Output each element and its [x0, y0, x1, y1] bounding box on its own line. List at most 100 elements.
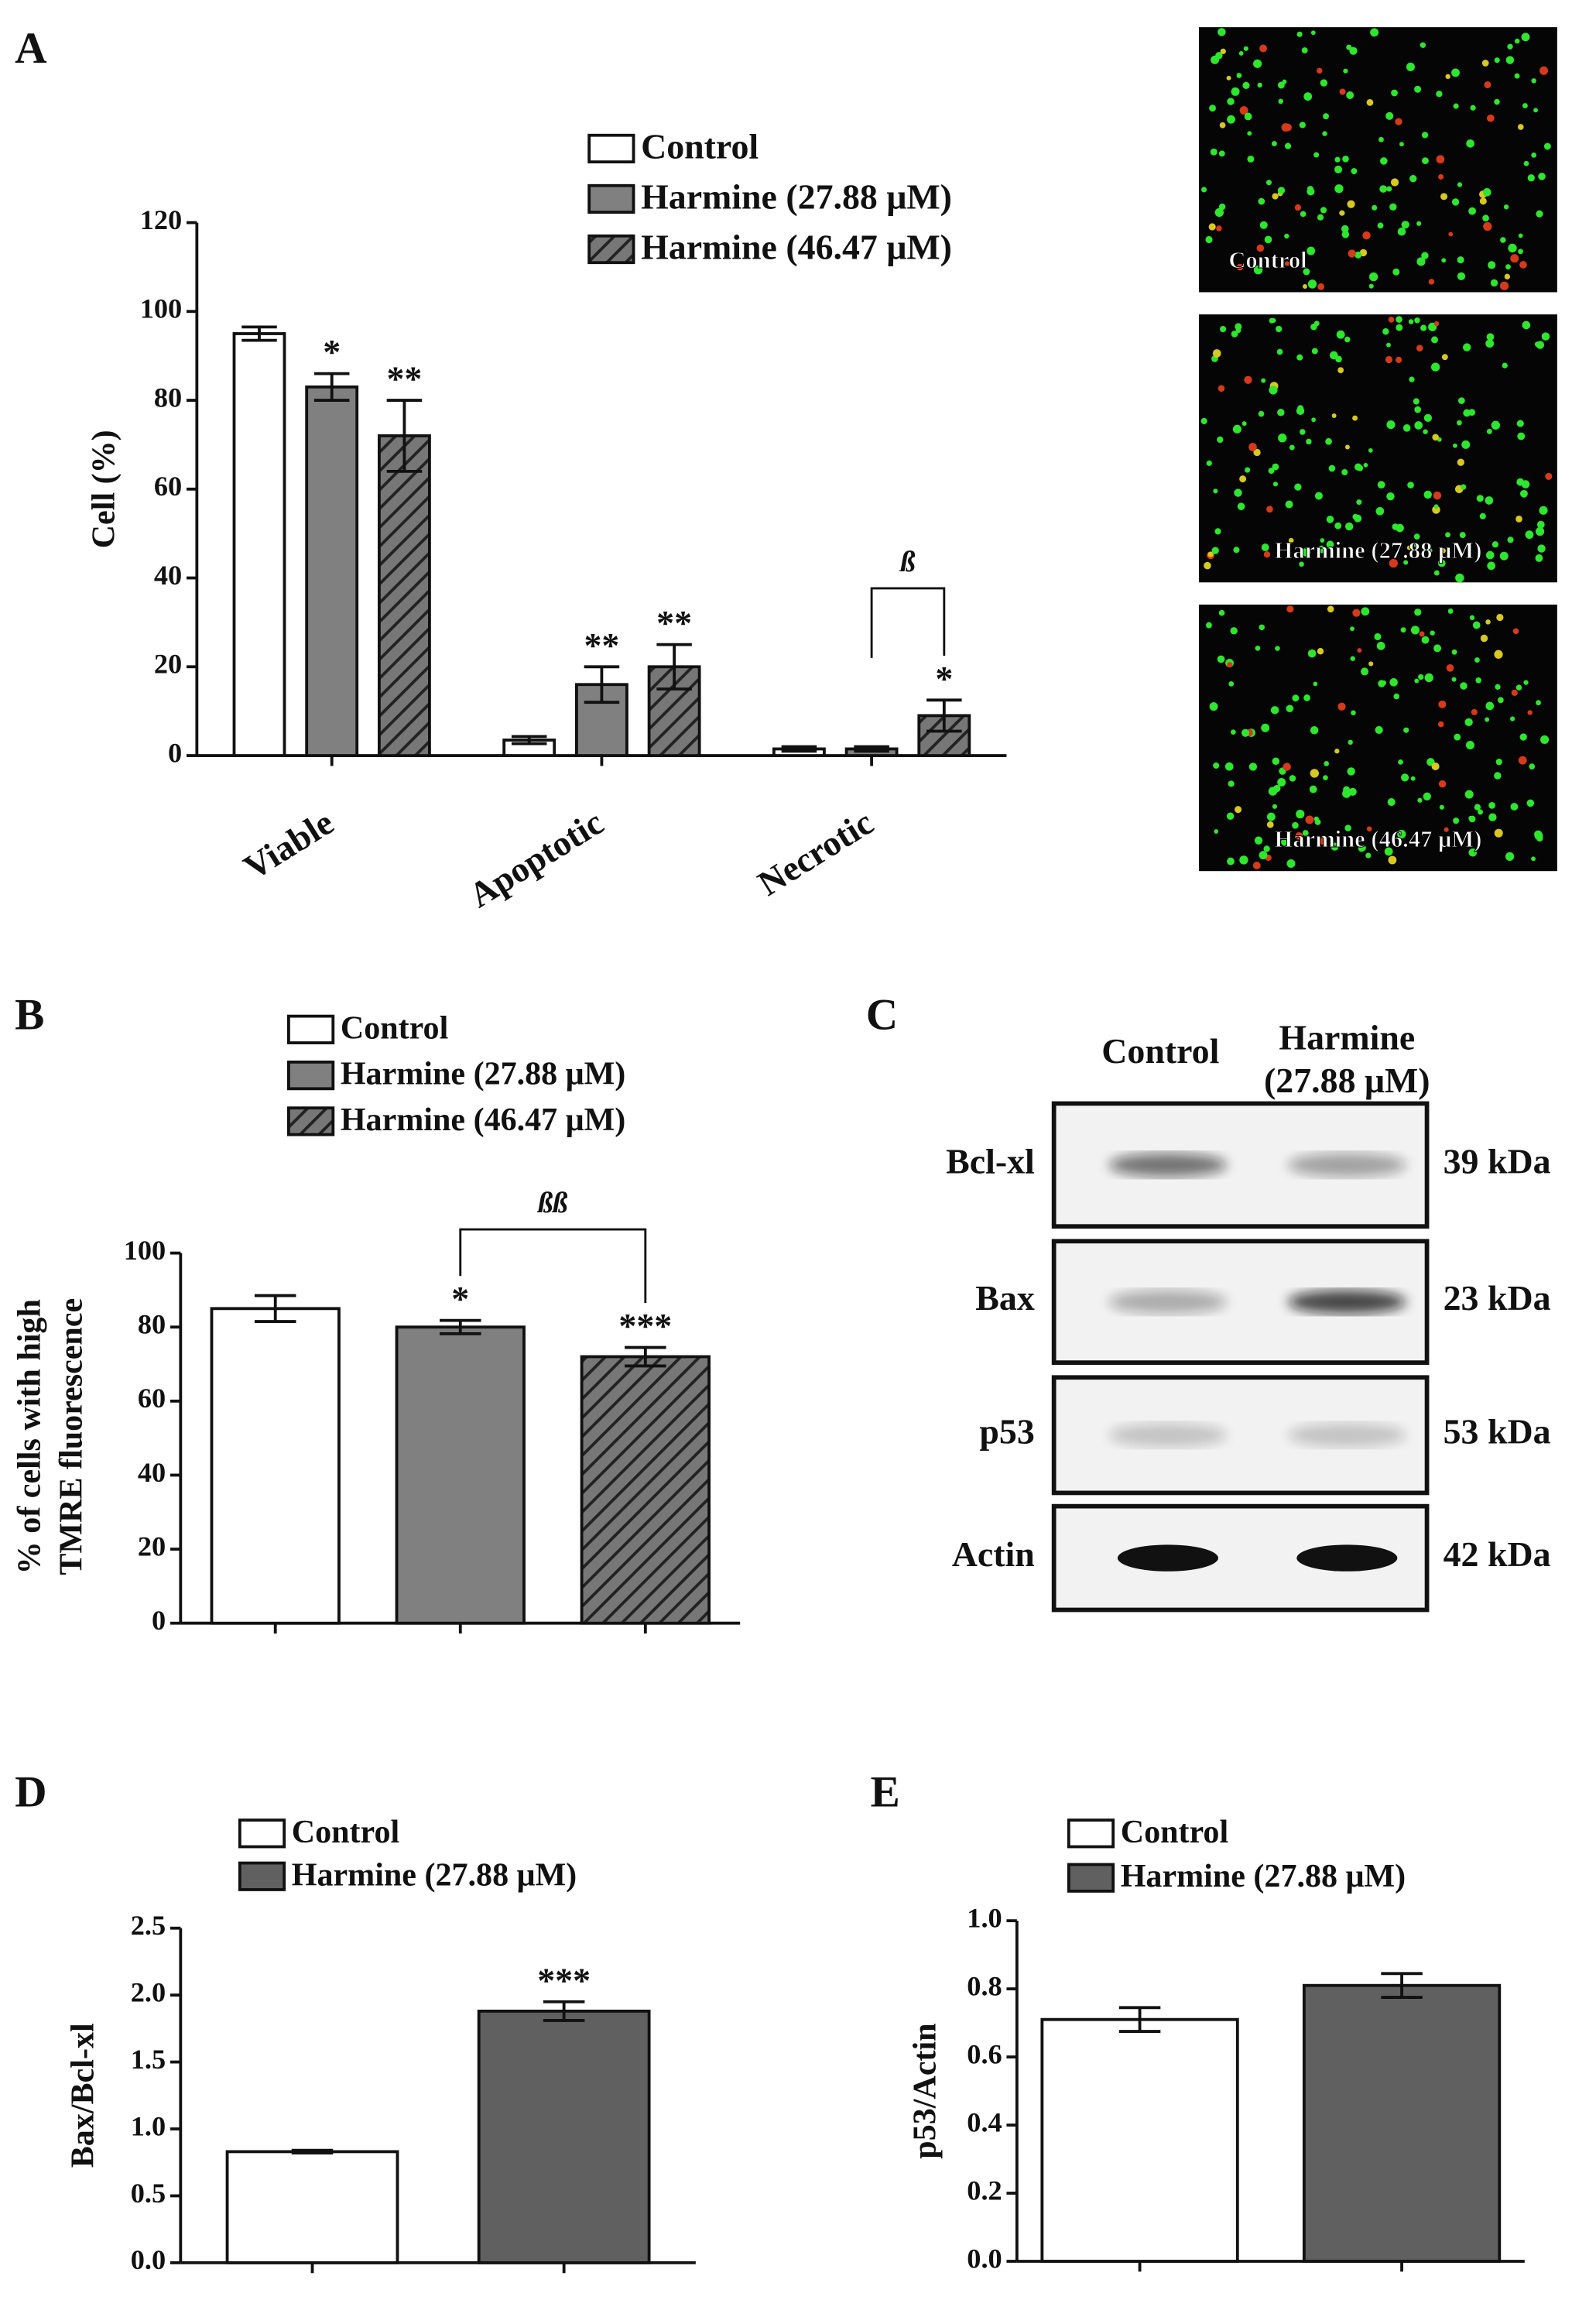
cell-dot [1242, 421, 1247, 427]
cell-dot [1409, 376, 1415, 382]
cell-dot [1536, 520, 1545, 529]
cell-dot [1421, 252, 1429, 259]
cell-dot [1317, 214, 1324, 221]
cell-dot [1446, 663, 1454, 672]
cell-dot [1433, 320, 1440, 327]
legend-swatch [238, 1818, 286, 1849]
cell-dot [1372, 204, 1378, 211]
bar [377, 434, 431, 757]
cell-dot [1365, 852, 1372, 859]
cell-dot [1307, 246, 1316, 255]
cell-dot [1288, 537, 1294, 543]
y-tick-label: 1.5 [131, 2044, 166, 2075]
cell-dot [1346, 91, 1355, 99]
significance-bracket [870, 587, 946, 658]
cell-dot [1389, 678, 1398, 687]
cell-dot [1320, 207, 1327, 214]
cell-dot [1284, 233, 1289, 239]
blot-column-label: (27.88 μM) [1264, 1061, 1430, 1100]
cell-dot [1344, 824, 1351, 831]
cell-dot [1484, 81, 1492, 88]
cell-dot [1271, 141, 1277, 147]
significance-label: * [323, 332, 341, 372]
cell-dot [1244, 112, 1252, 121]
cell-dot [1459, 532, 1466, 539]
bar [305, 385, 359, 757]
error-bar [511, 735, 547, 746]
cell-dot [1219, 325, 1227, 333]
cell-dot [1398, 759, 1403, 765]
cell-dot [1436, 91, 1443, 98]
cell-dot [1320, 79, 1328, 87]
cell-dot [1468, 207, 1476, 215]
cell-dot [1512, 628, 1519, 635]
cell-dot [1470, 105, 1476, 111]
cell-dot [1482, 214, 1489, 222]
cell-dot [1350, 626, 1355, 632]
cell-dot [1430, 630, 1435, 636]
cell-dot [1239, 106, 1248, 115]
micrograph-bg [1199, 314, 1557, 583]
cell-dot [1453, 818, 1460, 824]
cell-dot [1377, 481, 1385, 489]
cell-dot [1454, 733, 1461, 741]
y-tick-label: 0 [168, 737, 182, 768]
cell-dot [1440, 547, 1446, 554]
cell-dot [1228, 680, 1235, 687]
cell-dot [1247, 155, 1255, 163]
cell-dot [1392, 523, 1399, 530]
cell-dot [1486, 428, 1492, 434]
cell-dot [1261, 543, 1269, 552]
cell-dot [1235, 806, 1242, 814]
y-tick-label: 1.0 [967, 1902, 1002, 1933]
cell-dot [1302, 284, 1307, 289]
bar [232, 332, 286, 757]
cell-dot [1444, 827, 1449, 832]
cell-dot [1247, 131, 1252, 136]
cell-dot [1212, 349, 1221, 358]
cell-dot [1519, 489, 1528, 498]
cell-dot [1227, 98, 1235, 105]
cell-dot [1265, 180, 1272, 186]
cell-dot [1248, 763, 1258, 771]
cell-dot [1414, 317, 1420, 324]
cell-dot [1538, 173, 1546, 180]
y-tick-label: 20 [138, 1530, 166, 1561]
cell-dot [1483, 221, 1492, 231]
cell-dot [1386, 492, 1395, 501]
cell-dot [1375, 725, 1383, 735]
y-tick-label: 80 [154, 382, 182, 413]
cell-dot [1252, 862, 1261, 869]
cell-dot [1502, 362, 1508, 368]
cell-dot [1379, 157, 1388, 165]
error-bar [1118, 2006, 1161, 2033]
cell-dot [1238, 51, 1244, 56]
cell-dot [1242, 81, 1250, 89]
cell-dot [1300, 429, 1306, 435]
cell-dot [1214, 528, 1221, 535]
cell-dot [1349, 46, 1358, 55]
blot-protein-label: Actin [952, 1534, 1035, 1574]
cell-dot [1418, 674, 1424, 680]
cell-dot [1474, 804, 1481, 811]
cell-dot [1314, 492, 1323, 500]
cell-dot [1451, 677, 1457, 682]
cell-dot [1479, 512, 1486, 519]
cell-dot [1323, 113, 1330, 120]
error-bar [656, 643, 692, 691]
cell-dot [1382, 328, 1389, 335]
bar [225, 2150, 399, 2264]
cell-dot [1356, 499, 1362, 506]
cell-dot [1300, 211, 1307, 218]
cell-dot [1292, 694, 1300, 702]
cell-dot [1266, 821, 1274, 828]
blot-band [1296, 1544, 1398, 1572]
cell-dot [1259, 44, 1268, 53]
cell-dot [1214, 829, 1219, 834]
cell-dot [1341, 468, 1348, 476]
cell-dot [1269, 386, 1278, 395]
cell-dot [1481, 60, 1489, 67]
cell-dot [1259, 221, 1268, 229]
panel-label: D [15, 1768, 46, 1817]
cell-dot [1416, 221, 1422, 226]
